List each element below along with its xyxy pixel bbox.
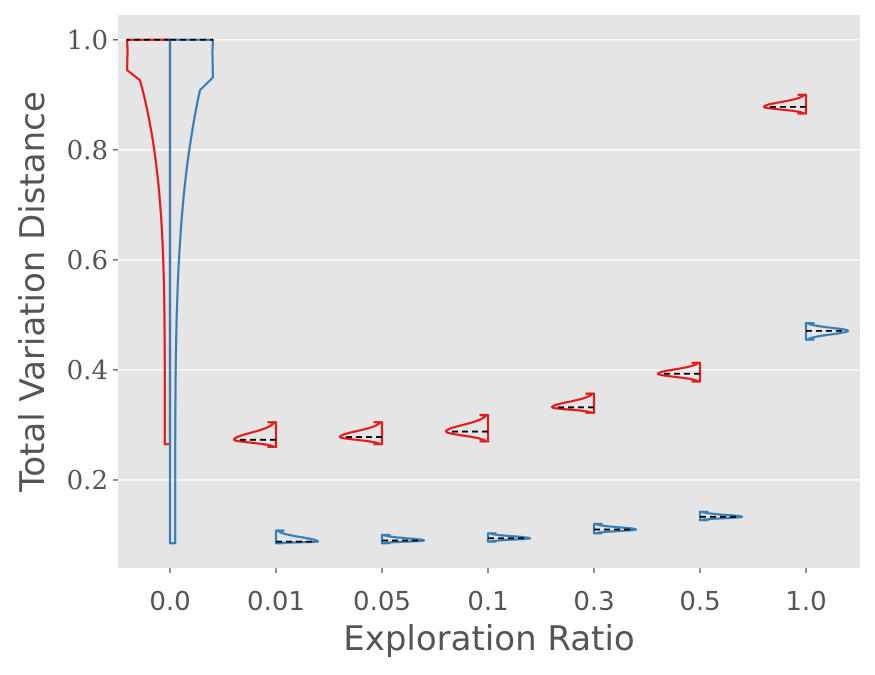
violin-left-1.0 [762,93,808,115]
plot-background [118,15,860,568]
violin-left-0.01 [232,421,278,449]
violin-left-0.3 [551,392,596,414]
violin-right-0.3 [592,522,637,535]
violin-left-0.5 [657,361,702,383]
violin-right-0.0 [168,38,215,545]
violin-right-0.1 [486,532,532,543]
violin-left-0.0 [125,38,172,446]
x-tick-label: 0.3 [573,587,614,617]
x-tick-label: 0.5 [679,587,720,617]
x-tick-label: 1.0 [785,587,826,617]
violins [125,38,850,545]
violin-left-0.05 [338,421,384,446]
violin-right-0.01 [274,529,319,545]
y-tick-label: 1.0 [67,26,108,56]
x-axis-label: Exploration Ratio [343,619,634,659]
y-tick-label: 0.6 [67,246,108,276]
x-tick-label: 0.1 [467,587,508,617]
y-tick-labels: 0.2 0.4 0.6 0.8 1.0 [67,26,118,496]
x-tick-label: 0.05 [353,587,411,617]
grid-lines [118,39,860,481]
y-tick-label: 0.2 [67,466,108,496]
violin-right-1.0 [804,322,850,341]
x-tick-labels: 0.0 0.01 0.05 0.1 0.3 0.5 1.0 [149,568,827,617]
y-tick-label: 0.8 [67,136,108,166]
y-axis-label: Total Variation Distance [13,91,53,493]
y-tick-label: 0.4 [67,356,108,386]
violin-left-0.1 [444,413,490,443]
violin-right-0.5 [698,510,744,522]
x-tick-label: 0.01 [247,587,305,617]
violin-right-0.05 [380,533,425,545]
x-tick-label: 0.0 [149,587,190,617]
